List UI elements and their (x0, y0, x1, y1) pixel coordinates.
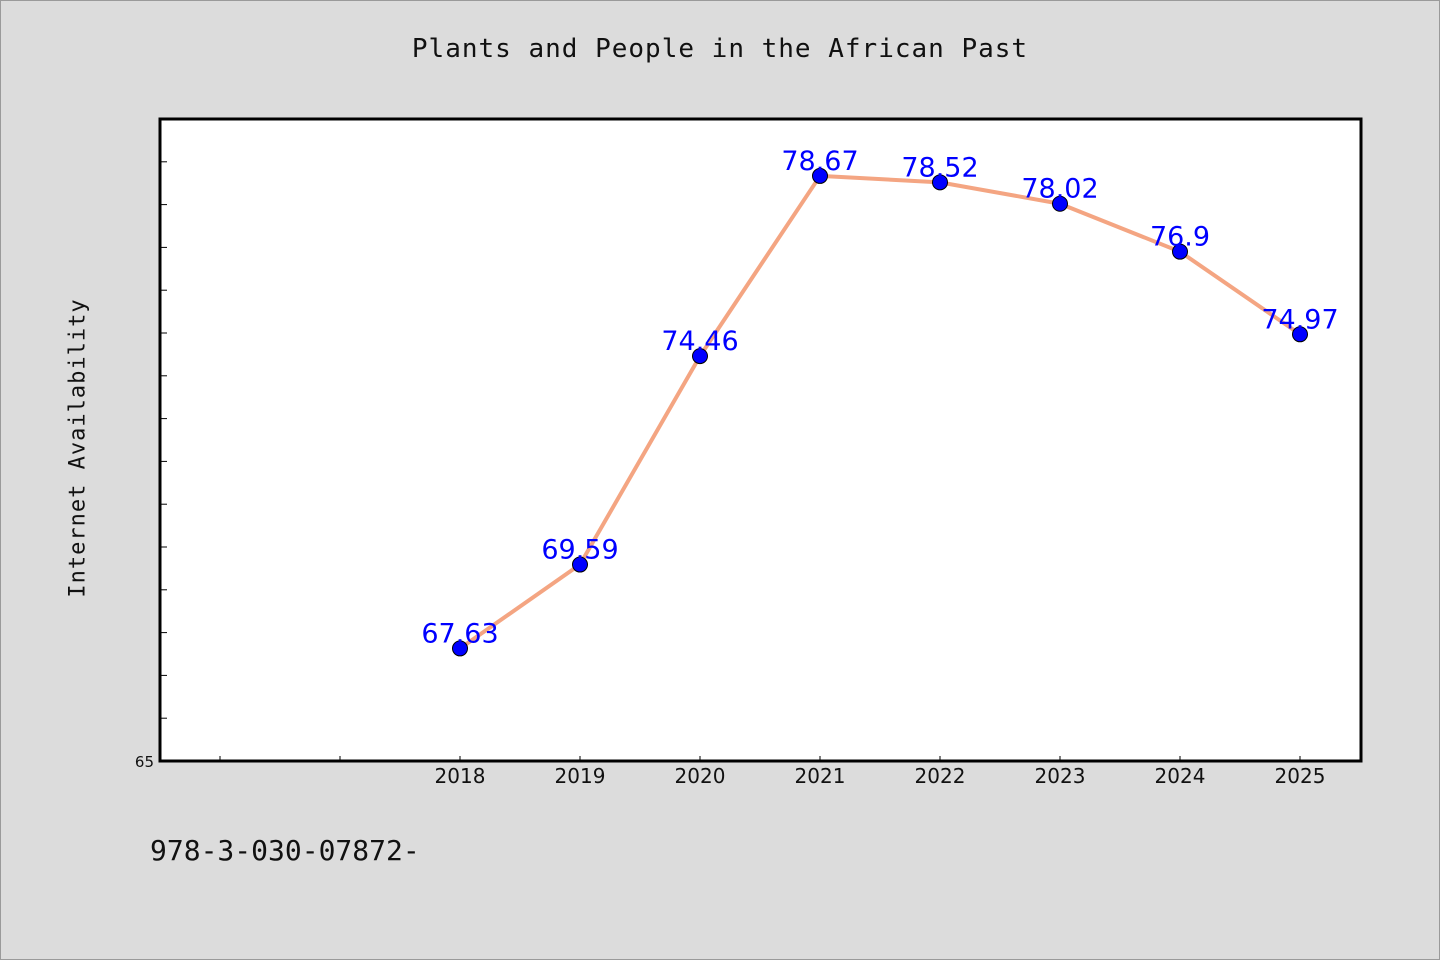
x-tick-label-2024: 2024 (1155, 764, 1206, 788)
data-labels: 67.63 69.59 74.46 78.67 78.52 78.02 76.9 74.97 (421, 146, 1338, 650)
data-label-2019: 69.59 (541, 535, 618, 566)
data-point-2023 (1052, 195, 1068, 212)
data-label-2025: 74.97 (1261, 304, 1338, 335)
footer-isbn-text: 978-3-030-07872- (150, 834, 420, 867)
data-point-2018 (452, 640, 468, 657)
x-tick-label-2021: 2021 (795, 764, 846, 788)
data-point-2022 (932, 174, 948, 191)
chart-title: Plants and People in the African Past (411, 34, 1029, 64)
y-axis-ticks: 65 (135, 161, 167, 771)
y-tick-label-65: 65 (135, 753, 154, 771)
data-point-2021 (812, 167, 828, 184)
series-lines (458, 173, 1302, 651)
data-label-2024: 76.9 (1150, 222, 1210, 253)
data-label-2021: 78.67 (781, 146, 858, 177)
plot-area (158, 117, 1363, 763)
series-points (452, 167, 1308, 657)
data-label-2022: 78.52 (901, 152, 978, 183)
x-tick-label-2020: 2020 (675, 764, 726, 788)
data-label-2023: 78.02 (1021, 174, 1098, 205)
x-tick-label-2022: 2022 (915, 764, 966, 788)
data-point-2019 (572, 556, 588, 573)
x-tick-label-2019: 2019 (555, 764, 606, 788)
data-point-2024 (1172, 243, 1188, 260)
data-point-2020 (692, 348, 708, 365)
x-axis-ticks: 2018 2019 2020 2021 2022 2023 2024 2025 (219, 756, 1326, 788)
data-point-2025 (1292, 326, 1308, 343)
x-tick-label-2018: 2018 (435, 764, 486, 788)
data-label-2018: 67.63 (421, 618, 498, 649)
x-tick-label-2025: 2025 (1275, 764, 1326, 788)
data-label-2020: 74.46 (661, 326, 738, 357)
x-tick-label-2023: 2023 (1035, 764, 1086, 788)
series-line-0 (458, 173, 1302, 651)
